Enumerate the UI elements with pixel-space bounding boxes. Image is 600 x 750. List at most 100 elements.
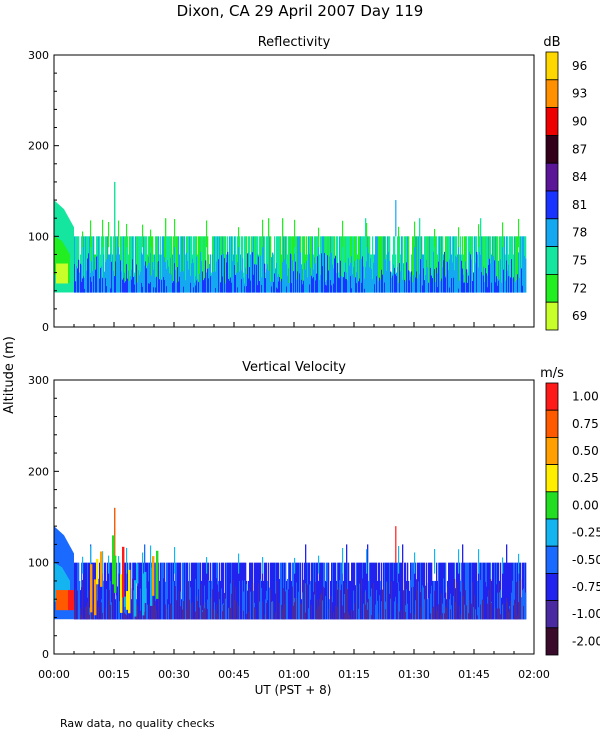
heatmap-cell [146,588,148,620]
colorbar-label: 1.00 [572,390,599,404]
heatmap-column [384,236,386,293]
heatmap-column [445,236,447,293]
heatmap-cell [318,606,320,620]
heatmap-cell [219,273,221,293]
heatmap-cell [384,282,386,293]
heatmap-cell [368,253,370,293]
heatmap-cell [474,595,476,620]
heatmap-column [277,236,279,293]
heatmap-cell [208,579,210,620]
heatmap-cell [106,286,108,293]
heatmap-cell [426,582,428,620]
heatmap-column [273,562,275,620]
heatmap-cell [438,288,440,293]
heatmap-cell [121,271,123,293]
heatmap-cell [346,588,348,620]
heatmap-column [487,236,489,293]
heatmap-cell [169,273,171,293]
heatmap-cell [517,274,519,293]
heatmap-cell [186,609,188,620]
heatmap-cell [369,608,371,620]
heatmap-cell [231,282,233,293]
heatmap-cell [299,583,301,620]
heatmap-cell [431,585,433,620]
heatmap-cell [377,281,379,293]
heatmap-cell [513,284,515,293]
heatmap-cell [230,277,232,293]
heatmap-cell [442,613,444,620]
heatmap-cell [148,283,150,293]
heatmap-cell [231,288,233,293]
heatmap-cell [270,589,272,620]
colorbar-swatch [545,627,559,656]
colorbar-swatch [545,518,559,547]
heatmap-cell [445,277,447,293]
heatmap-column [505,254,507,293]
heatmap-cell [318,273,320,293]
heatmap-cell [152,262,154,293]
heatmap-cell [139,600,141,620]
heatmap-cell [520,579,522,620]
heatmap-column [281,254,283,293]
heatmap-cell [242,257,244,293]
heatmap-column [213,236,215,293]
heatmap-column [180,236,182,293]
heatmap-column [194,236,196,293]
heatmap-column [268,562,270,620]
heatmap-column [202,236,204,293]
heatmap-column [155,236,157,293]
heatmap-cell [413,275,415,293]
heatmap-cell [460,254,462,293]
heatmap-cell [432,592,434,620]
heatmap-cell [247,253,249,293]
heatmap-column [161,254,163,293]
heatmap-cell [275,593,277,620]
heatmap-column [217,236,219,293]
heatmap-cell [210,597,212,620]
heatmap-cell [313,591,315,620]
heatmap-cell [448,270,450,293]
heatmap-cell [82,278,84,293]
heatmap-cell [429,257,431,293]
heatmap-column [188,236,190,293]
heatmap-cell [307,584,309,620]
heatmap-cell [450,609,452,620]
heatmap-cell [258,256,260,293]
heatmap-column [169,562,171,620]
heatmap-spike [458,549,460,574]
heatmap-cell [348,258,350,293]
heatmap-column [86,236,88,293]
heatmap-cell [458,288,460,293]
heatmap-cell [304,263,306,293]
heatmap-cell [161,279,163,293]
heatmap-column [215,236,217,293]
heatmap-column [428,562,430,620]
heatmap-cell [329,606,331,620]
heatmap-cell [490,263,492,293]
heatmap-column [451,562,453,620]
heatmap-column [117,236,119,293]
heatmap-cell [459,579,461,620]
heatmap-cell [397,267,399,293]
heatmap-cell [378,613,380,620]
heatmap-cell [210,276,212,293]
heatmap-cell [246,274,248,293]
panel-title: Vertical Velocity [242,360,346,375]
heatmap-column [182,562,184,620]
heatmap-cell [389,260,391,293]
colorbar-label: 0.75 [572,417,599,431]
heatmap-column [414,562,416,620]
heatmap-cell [136,280,138,293]
heatmap-cell [162,586,164,620]
heatmap-column [499,236,501,293]
heatmap-column [161,562,163,620]
heatmap-column [521,236,523,293]
heatmap-spike [82,231,84,248]
heatmap-cell [204,585,206,620]
heatmap-cell [459,606,461,620]
heatmap-spike [150,229,152,248]
heatmap-cell [491,282,493,293]
heatmap-column [394,236,396,293]
heatmap-cell [286,286,288,293]
heatmap-column [506,544,508,620]
